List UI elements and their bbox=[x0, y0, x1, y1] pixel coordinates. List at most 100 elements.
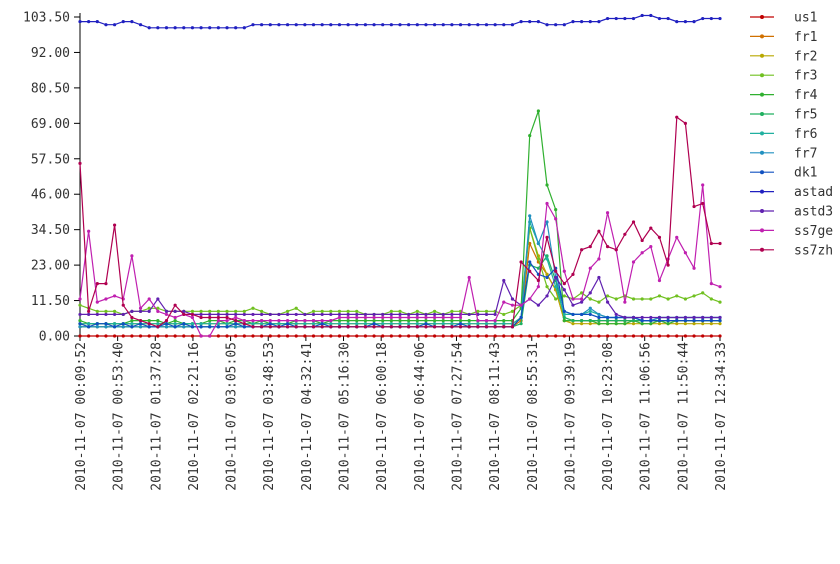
data-point-ss7ge bbox=[640, 251, 644, 255]
data-point-ss7ge bbox=[242, 318, 246, 323]
data-point-ss7ge bbox=[692, 266, 696, 270]
data-point-astd3 bbox=[355, 312, 359, 317]
data-point-ss7zh bbox=[164, 318, 169, 323]
data-point-ss7ge bbox=[389, 315, 393, 320]
data-point-astad bbox=[363, 23, 368, 27]
data-point-fr4 bbox=[502, 318, 506, 323]
data-point-fr6 bbox=[303, 322, 307, 326]
data-point-ss7ge bbox=[190, 315, 195, 320]
x-tick-label: 2010-11-07 00:09:52 bbox=[74, 342, 89, 491]
data-point-us1 bbox=[502, 334, 506, 338]
data-point-fr4 bbox=[147, 318, 151, 323]
data-point-us1 bbox=[649, 334, 653, 338]
data-point-dk1 bbox=[112, 325, 117, 329]
data-point-fr7 bbox=[78, 325, 82, 329]
data-point-ss7zh bbox=[346, 325, 350, 329]
data-point-dk1 bbox=[95, 322, 99, 326]
data-point-astd3 bbox=[303, 312, 307, 317]
data-point-fr4 bbox=[554, 208, 558, 212]
data-point-astd3 bbox=[156, 297, 160, 301]
data-point-astd3 bbox=[580, 300, 584, 304]
data-point-fr4 bbox=[649, 322, 653, 326]
data-point-ss7zh bbox=[130, 315, 134, 320]
x-tick-label: 2010-11-07 08:55:31 bbox=[526, 342, 541, 491]
data-point-astad bbox=[528, 20, 532, 24]
data-point-ss7zh bbox=[640, 238, 644, 243]
data-point-fr3 bbox=[701, 291, 705, 295]
data-point-astad bbox=[260, 23, 264, 27]
data-point-us1 bbox=[623, 334, 627, 338]
data-point-fr6 bbox=[87, 322, 91, 326]
data-point-ss7ge bbox=[234, 315, 238, 320]
data-point-fr6 bbox=[190, 322, 195, 326]
data-point-ss7zh bbox=[458, 325, 463, 329]
data-point-us1 bbox=[156, 334, 160, 338]
data-point-ss7ge bbox=[147, 297, 151, 301]
data-point-ss7ge bbox=[657, 278, 662, 283]
legend-label-ss7ge: ss7ge bbox=[794, 224, 833, 239]
data-point-astad bbox=[208, 26, 212, 30]
x-tick-label: 2010-11-07 07:27:54 bbox=[450, 342, 465, 491]
data-point-fr6 bbox=[173, 322, 177, 326]
data-point-astad bbox=[493, 23, 497, 27]
data-point-fr3 bbox=[311, 309, 316, 313]
legend-label-fr4: fr4 bbox=[794, 88, 818, 103]
data-point-ss7ge bbox=[649, 245, 653, 249]
data-point-astad bbox=[510, 23, 515, 27]
data-point-fr3 bbox=[251, 306, 255, 310]
data-point-fr6 bbox=[502, 322, 506, 326]
data-point-dk1 bbox=[190, 325, 195, 329]
data-point-us1 bbox=[216, 334, 220, 338]
legend: us1 fr1 fr2 fr3 fr4 fr5 fr6 fr7 dk1 astad astd3 ss7… bbox=[750, 11, 833, 258]
data-point-fr3 bbox=[580, 291, 584, 295]
data-point-astd3 bbox=[571, 303, 575, 307]
data-point-fr4 bbox=[346, 318, 350, 323]
data-point-fr3 bbox=[156, 306, 160, 310]
data-point-fr3 bbox=[588, 297, 592, 301]
data-point-us1 bbox=[545, 334, 549, 338]
data-point-us1 bbox=[415, 334, 419, 338]
data-point-fr4 bbox=[424, 318, 428, 323]
data-point-ss7zh bbox=[87, 309, 91, 313]
y-tick-label: 0.00 bbox=[39, 330, 70, 345]
legend-label-ss7zh: ss7zh bbox=[794, 243, 833, 258]
data-point-fr6 bbox=[441, 322, 445, 326]
data-point-ss7ge bbox=[424, 315, 428, 320]
data-point-fr4 bbox=[78, 318, 82, 323]
data-point-dk1 bbox=[372, 322, 376, 326]
x-tick-label: 2010-11-07 11:50:44 bbox=[676, 342, 691, 491]
data-point-ss7ge bbox=[320, 318, 324, 323]
data-point-astd3 bbox=[649, 315, 653, 320]
data-point-ss7zh bbox=[147, 322, 151, 326]
data-point-us1 bbox=[363, 334, 368, 338]
data-point-astad bbox=[147, 26, 151, 30]
data-point-astd3 bbox=[311, 312, 316, 317]
data-point-ss7zh bbox=[519, 260, 523, 264]
data-point-ss7zh bbox=[450, 325, 454, 329]
data-point-fr4 bbox=[381, 318, 385, 323]
data-point-fr3 bbox=[337, 309, 342, 313]
legend-label-fr5: fr5 bbox=[794, 108, 817, 123]
data-point-fr2 bbox=[657, 322, 662, 326]
data-point-ss7zh bbox=[432, 325, 437, 329]
data-point-us1 bbox=[441, 334, 445, 338]
data-point-ss7zh bbox=[121, 303, 125, 307]
data-point-ss7zh bbox=[623, 232, 627, 236]
legend-marker-dk1 bbox=[760, 170, 764, 175]
data-point-astd3 bbox=[450, 312, 454, 317]
data-point-fr6 bbox=[493, 322, 497, 326]
data-point-fr6 bbox=[562, 312, 566, 317]
data-point-ss7zh bbox=[199, 315, 203, 320]
data-point-fr7 bbox=[536, 241, 540, 246]
legend-marker-ss7ge bbox=[760, 228, 764, 233]
data-point-astad bbox=[112, 23, 117, 27]
data-point-ss7ge bbox=[623, 300, 627, 304]
data-point-ss7zh bbox=[683, 121, 688, 125]
data-point-astd3 bbox=[164, 309, 169, 313]
legend-label-fr2: fr2 bbox=[794, 49, 817, 64]
data-point-astad bbox=[173, 26, 177, 30]
data-point-dk1 bbox=[285, 322, 290, 326]
data-point-dk1 bbox=[588, 312, 592, 317]
data-point-astd3 bbox=[285, 312, 290, 317]
data-point-astad bbox=[605, 16, 610, 21]
